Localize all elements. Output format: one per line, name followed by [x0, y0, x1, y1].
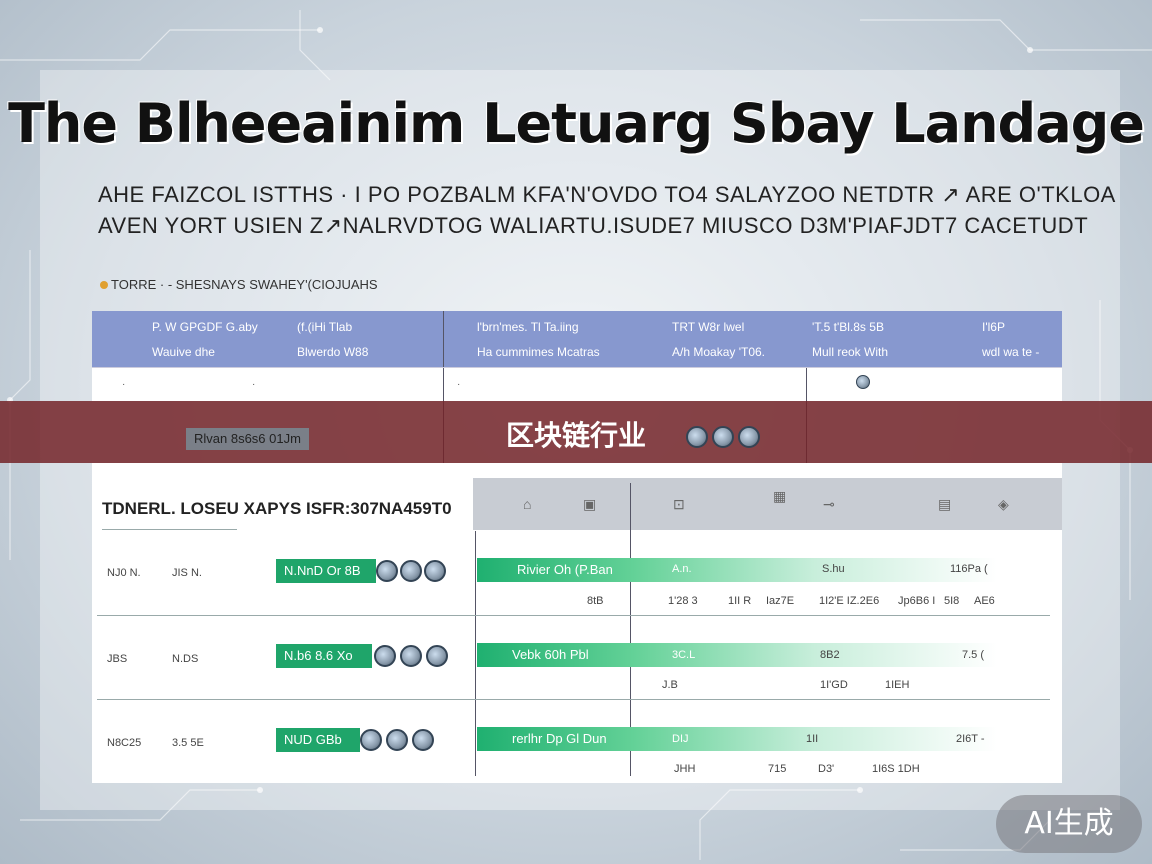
- header-glyph-icon: ⊸: [823, 496, 835, 512]
- token-icon: [376, 560, 398, 582]
- token-icon: [386, 729, 408, 751]
- row-2-label-b: N.DS: [172, 653, 199, 665]
- header-glyph-icon: ▤: [938, 496, 952, 512]
- detail-table: ⌂ ▣ ⊡ ▦ ⊸ ▤ ◈ TDNERL. LOSEU XAPYS ISFR:3…: [92, 463, 1062, 783]
- row-2-bar-value: 3C.L: [672, 649, 696, 661]
- header-glyph-icon: ⊡: [673, 496, 685, 512]
- row-1-label-b: JIS N.: [172, 567, 202, 579]
- detail-table-header: ⌂ ▣ ⊡ ▦ ⊸ ▤ ◈: [473, 478, 1062, 530]
- row-3-bar: rerlhr Dp Gl Dun: [477, 727, 997, 751]
- row-1-sub-2: 1'28 3: [668, 595, 698, 607]
- row-3-pill: NUD GBb: [276, 728, 360, 752]
- row-1-bar-value: A.n.: [672, 563, 692, 575]
- row-2-sub-1: J.B: [662, 679, 678, 691]
- header-glyph-icon: ▣: [583, 496, 597, 512]
- row-1-col-1: S.hu: [822, 563, 845, 575]
- row-3-col-2: 2I6T -: [956, 733, 985, 745]
- row-marker: ·: [122, 379, 126, 390]
- header-glyph-icon: ⌂: [523, 496, 532, 512]
- subtitle-line-2: AVEN YORT USIEN Z↗NALRVDTOG WALIARTU.ISU…: [98, 213, 1089, 238]
- header-3-line-2: Ha cummimes Mcatras: [477, 345, 600, 359]
- row-3-sub-4: 1I6S 1DH: [872, 763, 920, 775]
- token-icon: [360, 729, 382, 751]
- row-pill: Rlvan 8s6s6 01Jm: [186, 428, 309, 450]
- row-1-pill: N.NnD Or 8B: [276, 559, 376, 583]
- column-divider: [443, 311, 444, 471]
- row-divider: [92, 367, 1062, 368]
- header-1-line-2: Wauive dhe: [152, 345, 215, 359]
- header-glyph-icon: ◈: [998, 496, 1009, 512]
- row-3-sub-3: D3': [818, 763, 835, 775]
- row-2-sub-3: 1IEH: [885, 679, 910, 691]
- column-divider: [475, 531, 476, 776]
- row-2-col-1: 8B2: [820, 649, 840, 661]
- row-marker: ·: [457, 379, 461, 390]
- row-3-label-b: 3.5 5E: [172, 737, 204, 749]
- token-icon: [738, 426, 760, 448]
- token-icon: [412, 729, 434, 751]
- row-1-sub-5: 1I2'E IZ.2E6: [819, 595, 880, 607]
- row-3-sub-1: JHH: [674, 763, 696, 775]
- summary-table: P. W GPGDF G.aby Wauive dhe (f.(iHi Tlab…: [92, 311, 1062, 471]
- row-2-label-a: JBS: [107, 653, 128, 665]
- row-1-sub-1: 8tB: [587, 595, 604, 607]
- column-divider: [630, 483, 631, 776]
- token-icon: [856, 375, 870, 389]
- header-4-line-1: TRT W8r lwel: [672, 320, 745, 334]
- row-3-sub-2: 715: [768, 763, 787, 775]
- header-5-line-2: Mull reok With: [812, 345, 889, 359]
- detail-table-title: TDNERL. LOSEU XAPYS ISFR:307NA459T0: [102, 499, 452, 518]
- token-icon: [426, 645, 448, 667]
- row-divider: [97, 615, 1050, 616]
- row-marker: ·: [252, 379, 256, 390]
- row-1-label-a: NJ0 N.: [107, 567, 141, 579]
- ai-generated-badge: AI生成: [996, 795, 1142, 853]
- row-3-label-a: N8C25: [107, 737, 142, 749]
- row-1-bar: Rivier Oh (P.Ban: [477, 558, 997, 582]
- header-1-line-1: P. W GPGDF G.aby: [152, 320, 258, 334]
- row-1-col-2: 116Pa (: [950, 563, 988, 575]
- row-3-bar-value: DIJ: [672, 733, 689, 745]
- row-2-pill: N.b6 8.6 Xo: [276, 644, 372, 668]
- page-title: The Blheeainim Letuarg Sbay Landage: [8, 92, 1145, 155]
- table-caption-text: TORRE · - SHESNAYS SWAHEY'(CIOJUAHS: [111, 277, 378, 292]
- row-1-sub-4: Iaz7E: [766, 595, 795, 607]
- row-2-bar: Vebk 60h Pbl: [477, 643, 997, 667]
- row-1-sub-7: 5I8: [944, 595, 960, 607]
- token-icon: [400, 560, 422, 582]
- header-5-line-1: 'T.5 t'Bl.8s 5B: [812, 320, 884, 334]
- row-3-col-1: 1II: [806, 733, 819, 745]
- token-icon: [712, 426, 734, 448]
- subtitle-line-1: AHE FAIZCOL ISTTHS · I PO POZBALM KFA'N'…: [98, 182, 1116, 207]
- header-6-line-1: I'l6P: [982, 320, 1005, 334]
- row-2-col-2: 7.5 (: [962, 649, 985, 661]
- header-6-line-2: wdl wa te -: [982, 345, 1040, 359]
- token-icon: [686, 426, 708, 448]
- header-2-line-1: (f.(iHi Tlab: [297, 320, 353, 334]
- row-1-sub-8: AE6: [974, 595, 995, 607]
- header-2-line-2: Blwerdo W88: [297, 345, 369, 359]
- title-underline: [102, 529, 237, 530]
- row-2-sub-2: 1I'GD: [820, 679, 848, 691]
- row-divider: [97, 699, 1050, 700]
- header-glyph-icon: ▦: [773, 488, 787, 504]
- token-icon: [400, 645, 422, 667]
- token-icon: [424, 560, 446, 582]
- row-1-sub-6: Jp6B6 I: [898, 595, 936, 607]
- header-3-line-1: l'brn'mes. Tl Ta.iing: [477, 320, 579, 334]
- table-caption: TORRE · - SHESNAYS SWAHEY'(CIOJUAHS: [100, 277, 378, 292]
- banner-title: 区块链行业: [505, 419, 646, 452]
- token-icon: [374, 645, 396, 667]
- header-4-line-2: A/h Moakay 'T06.: [672, 345, 765, 359]
- summary-table-header: P. W GPGDF G.aby Wauive dhe (f.(iHi Tlab…: [92, 311, 1062, 367]
- row-1-sub-3: 1II R: [728, 595, 752, 607]
- bullet-icon: [100, 281, 108, 289]
